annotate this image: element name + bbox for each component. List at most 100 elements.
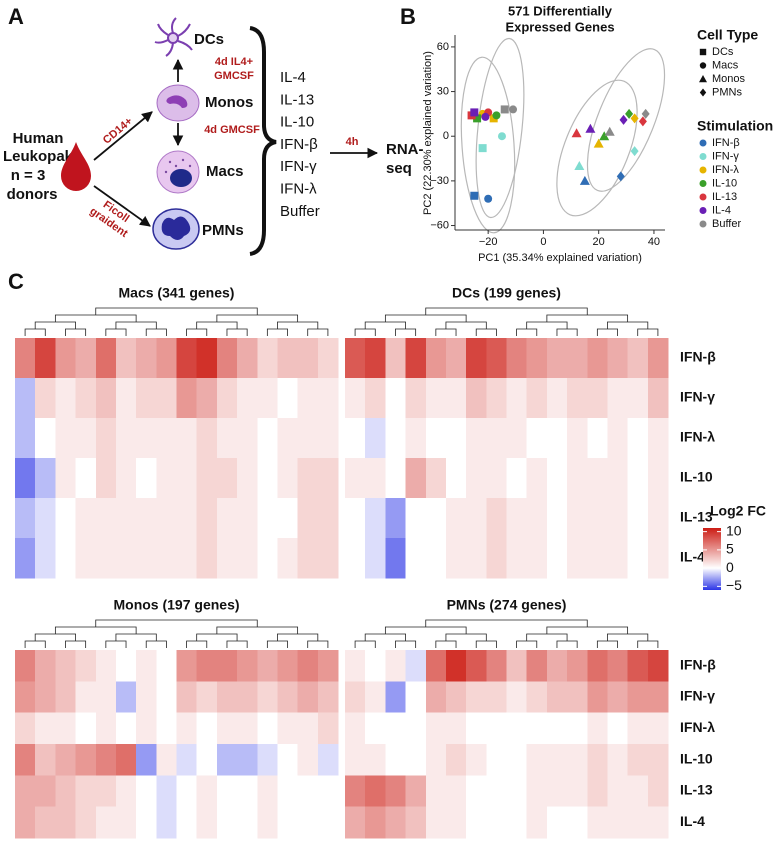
heatmap-cell xyxy=(257,418,278,459)
legend-marker xyxy=(699,75,707,83)
row-label: IL-4 xyxy=(680,813,705,829)
heatmap-cell xyxy=(405,650,427,682)
heatmap-cell xyxy=(297,712,319,745)
source-text: Leukopak xyxy=(3,148,74,165)
heatmap-cell xyxy=(647,538,669,579)
heatmap-cell xyxy=(466,538,487,579)
heatmap-cell xyxy=(317,744,339,776)
heatmap-cell xyxy=(365,378,386,419)
point xyxy=(470,191,479,200)
heatmap-cell xyxy=(607,775,629,808)
heatmap-cell xyxy=(15,338,36,379)
readout-text: RNA- xyxy=(386,141,424,158)
heatmap-cell xyxy=(297,538,319,579)
heatmap-cell xyxy=(445,775,467,808)
heatmap-cell xyxy=(176,744,198,776)
heatmap-cell xyxy=(297,806,319,839)
heatmap-cell xyxy=(317,650,339,682)
heatmap-cell xyxy=(196,538,218,579)
legend-marker xyxy=(699,180,707,187)
heatmap-cell xyxy=(506,338,528,379)
heatmap-cell xyxy=(506,775,528,808)
heatmap-cell xyxy=(35,650,56,682)
heatmap-cell xyxy=(607,744,629,776)
heatmap-cell xyxy=(156,712,177,745)
heatmap-cell xyxy=(425,712,447,745)
legend-marker xyxy=(699,153,707,160)
heatmap-cell xyxy=(15,458,36,499)
heatmap-cell xyxy=(526,806,548,839)
nucleus xyxy=(166,95,188,108)
legend-label: DCs xyxy=(712,46,734,58)
heatmap-cell xyxy=(35,681,56,714)
heatmap-cell xyxy=(385,650,406,682)
heatmap-cell xyxy=(445,338,467,379)
heatmap-cell xyxy=(587,775,608,808)
heatmap-cell xyxy=(176,418,198,459)
heatmap-cell xyxy=(136,744,157,776)
heatmap-cell xyxy=(95,458,117,499)
heatmap-cell xyxy=(216,538,238,579)
heatmap-cell xyxy=(567,775,588,808)
heatmap-cell xyxy=(405,378,427,419)
heatmap-cell xyxy=(607,650,629,682)
heatmap-cell xyxy=(196,744,218,776)
heatmap-cell xyxy=(257,498,278,539)
heatmap-cell xyxy=(345,458,366,499)
heatmap-cell xyxy=(345,650,366,682)
y-tick-label: −60 xyxy=(430,219,449,231)
heatmap-cell xyxy=(445,744,467,776)
heatmap-cell xyxy=(237,681,258,714)
heatmap-cell xyxy=(156,458,177,499)
heatmap-cell xyxy=(385,538,406,579)
heatmap-cell xyxy=(115,806,137,839)
heatmap-cell xyxy=(15,806,36,839)
heatmap-cell xyxy=(156,775,177,808)
heatmap-cell xyxy=(546,378,568,419)
heatmap-cell xyxy=(35,418,56,459)
heatmap-cell xyxy=(445,458,467,499)
heatmap-cell xyxy=(486,712,507,745)
heatmap-cell xyxy=(196,806,218,839)
heatmap-cell xyxy=(587,418,608,459)
legend-marker xyxy=(699,220,707,228)
heatmap-cell xyxy=(405,418,427,459)
heatmap-cell xyxy=(136,338,157,379)
heatmap-cell xyxy=(425,458,447,499)
heatmap-cell xyxy=(237,538,258,579)
heatmap-cell xyxy=(95,712,117,745)
heatmap-cell xyxy=(345,744,366,776)
heatmap-cell xyxy=(466,418,487,459)
heatmap-cell xyxy=(365,538,386,579)
heatmap-cell xyxy=(425,806,447,839)
heatmap-cell xyxy=(647,681,669,714)
heatmap-cell xyxy=(297,650,319,682)
heatmap-cell xyxy=(445,418,467,459)
heatmap-cell xyxy=(345,712,366,745)
heatmap-cell xyxy=(297,458,319,499)
legend-title: Cell Type xyxy=(697,27,758,43)
legend-label: PMNs xyxy=(712,86,742,98)
arrow xyxy=(93,185,151,227)
point xyxy=(641,108,650,119)
heatmap-cell xyxy=(35,338,56,379)
legend-label: IL-13 xyxy=(712,191,737,203)
heatmap-cell xyxy=(55,458,76,499)
heatmap-cell xyxy=(526,378,548,419)
heatmap-cell xyxy=(627,458,649,499)
heatmap-cell xyxy=(297,338,319,379)
heatmap-cell xyxy=(216,806,238,839)
heatmap-cell xyxy=(365,806,386,839)
heatmap-cell xyxy=(257,378,278,419)
heatmap-cell xyxy=(607,378,629,419)
heatmap-cell xyxy=(257,744,278,776)
row-label: IFN-γ xyxy=(680,389,715,405)
heatmap-cell xyxy=(196,498,218,539)
heatmap-cell xyxy=(176,806,198,839)
heatmap-cell xyxy=(587,538,608,579)
heatmap-cell xyxy=(607,806,629,839)
heatmap-cell xyxy=(156,378,177,419)
heatmap-cell xyxy=(587,681,608,714)
heatmap-cell xyxy=(115,650,137,682)
heatmap-cell xyxy=(385,712,406,745)
